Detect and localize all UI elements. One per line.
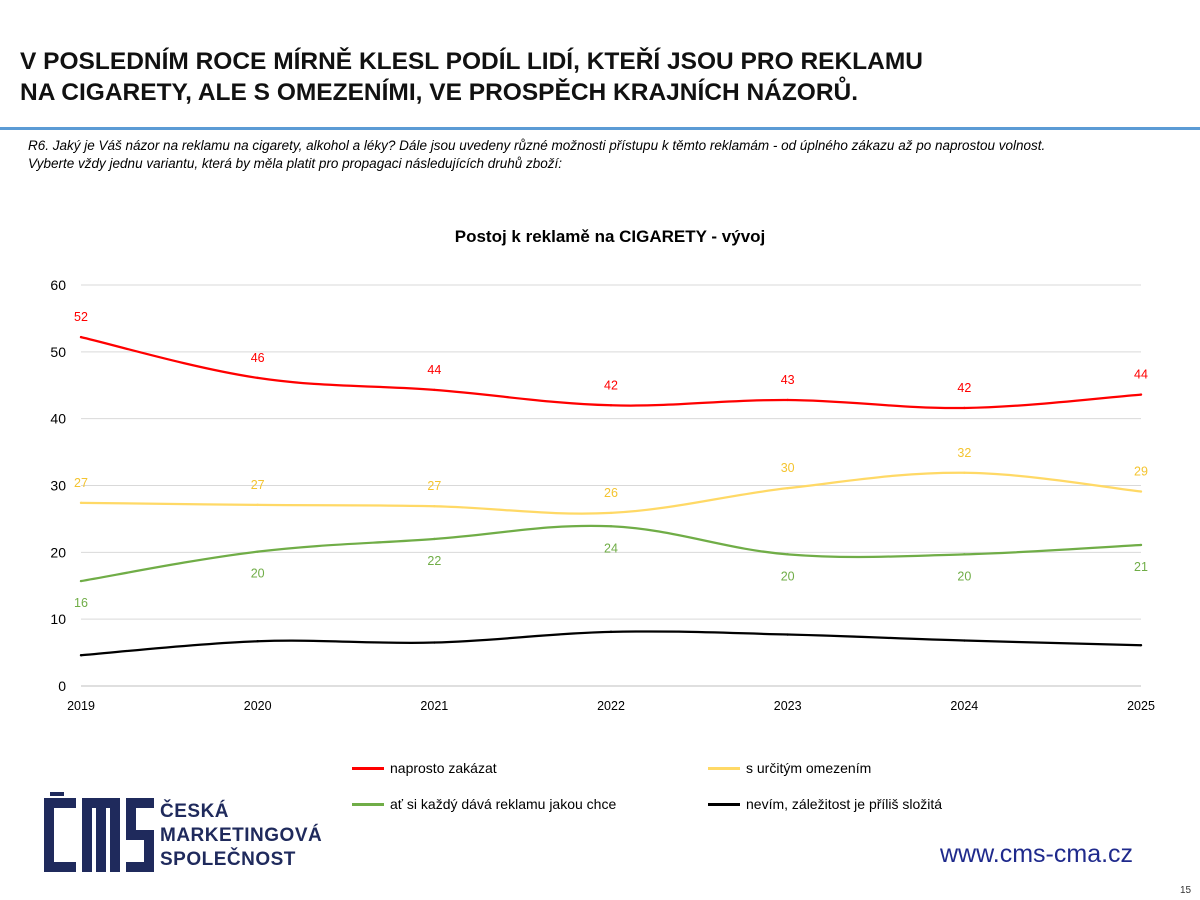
y-tick-label: 10 (50, 611, 66, 627)
data-label: 42 (957, 381, 971, 395)
legend-item-at-si-kazdy: ať si každý dává reklamu jakou chce (352, 796, 616, 812)
x-tick-label: 2025 (1127, 699, 1155, 713)
data-label: 32 (957, 446, 971, 460)
data-point (1139, 543, 1143, 547)
legend-swatch (352, 766, 384, 770)
data-label: 43 (781, 373, 795, 387)
legend-label: naprosto zakázat (390, 760, 497, 776)
headline-line-2: NA CIGARETY, ALE S OMEZENÍMI, VE PROSPĚC… (20, 79, 859, 106)
legend-label: nevím, záležitost je příliš složitá (746, 796, 943, 812)
data-point (609, 404, 613, 407)
data-point (609, 630, 613, 634)
y-axis: 0 10 20 30 40 50 60 (50, 277, 66, 694)
y-tick-label: 40 (50, 411, 66, 427)
data-point (1139, 644, 1143, 647)
data-point (433, 641, 436, 644)
data-label: 20 (251, 567, 265, 581)
question-line-2: Vyberte vždy jednu variantu, která by mě… (28, 156, 563, 171)
data-label: 16 (74, 596, 88, 610)
data-point (256, 550, 259, 553)
x-tick-label: 2024 (950, 699, 978, 713)
data-point (79, 501, 83, 505)
data-point (433, 505, 436, 508)
x-tick-label: 2022 (597, 699, 625, 713)
x-tick-label: 2021 (420, 699, 448, 713)
page-number: 15 (1180, 885, 1192, 896)
data-label: 52 (74, 310, 88, 324)
data-point (963, 639, 966, 642)
data-point (79, 579, 83, 583)
legend-swatch (708, 766, 740, 770)
x-tick-label: 2023 (774, 699, 802, 713)
data-label: 27 (427, 479, 441, 493)
data-point (256, 376, 259, 380)
legend-swatch (352, 802, 384, 806)
question-line-1: R6. Jaký je Váš názor na reklamu na ciga… (28, 138, 1046, 153)
x-axis: 2019 2020 2021 2022 2023 2024 2025 (67, 699, 1155, 713)
data-label: 27 (74, 476, 88, 490)
data-label: 21 (1134, 560, 1148, 574)
logo-text: ČESKÁ MARKETINGOVÁ SPOLEČNOST (160, 800, 322, 872)
chart-series (79, 335, 1143, 657)
data-point (256, 640, 259, 643)
data-label: 24 (604, 541, 618, 555)
data-point (1139, 490, 1143, 493)
question-text: R6. Jaký je Váš názor na reklamu na ciga… (28, 137, 1188, 173)
series-line-3 (80, 630, 1142, 657)
legend-item-naprosto-zakazat: naprosto zakázat (352, 760, 497, 776)
chart-title: Postoj k reklamě na CIGARETY - vývoj (455, 227, 766, 246)
data-point (963, 471, 966, 475)
data-label: 42 (604, 378, 618, 392)
data-label: 46 (251, 351, 265, 365)
data-point (786, 633, 789, 636)
y-tick-label: 20 (50, 544, 66, 560)
header-divider (0, 127, 1200, 130)
legend-item-s-urcitym-omezenim: s určitým omezením (708, 760, 871, 776)
data-label: 20 (957, 569, 971, 583)
legend-label: s určitým omezením (746, 760, 872, 776)
data-point (433, 388, 436, 392)
cms-logo (44, 792, 154, 872)
y-tick-label: 50 (50, 344, 66, 360)
headline-line-1: V POSLEDNÍM ROCE MÍRNĚ KLESL PODÍL LIDÍ,… (20, 48, 923, 75)
data-label: 30 (781, 461, 795, 475)
logo-line-1: ČESKÁ (160, 801, 230, 822)
data-point (433, 537, 436, 541)
data-point (609, 525, 613, 528)
data-label: 44 (427, 363, 441, 377)
data-label: 29 (1134, 465, 1148, 479)
data-label: 44 (1134, 368, 1148, 382)
y-tick-label: 0 (58, 678, 66, 694)
logo-line-2: MARKETINGOVÁ (160, 825, 323, 846)
x-tick-label: 2020 (244, 699, 272, 713)
data-point (963, 406, 966, 410)
legend-swatch (708, 802, 740, 806)
data-point (609, 511, 613, 515)
chart-legend: naprosto zakázat s určitým omezením ať s… (352, 760, 1052, 816)
slide-headline: V POSLEDNÍM ROCE MÍRNĚ KLESL PODÍL LIDÍ,… (20, 46, 1180, 108)
data-label: 27 (251, 478, 265, 492)
data-point (786, 486, 789, 490)
series-line-0 (80, 336, 1142, 410)
logo-line-3: SPOLEČNOST (160, 849, 296, 870)
data-label: 20 (781, 569, 795, 583)
data-point (256, 503, 259, 507)
data-point (79, 335, 83, 339)
x-tick-label: 2019 (67, 699, 95, 713)
website-link[interactable]: www.cms-cma.cz (940, 840, 1134, 868)
data-labels: 52 46 44 42 43 42 44 27 27 27 26 30 32 29 16 20 22 24 20 20… (74, 310, 1148, 610)
data-point (786, 553, 789, 556)
data-label: 26 (604, 486, 618, 500)
data-point (963, 553, 966, 556)
data-point (1139, 393, 1143, 396)
data-point (79, 654, 83, 657)
data-label: 22 (427, 554, 441, 568)
legend-item-nevim: nevím, záležitost je příliš složitá (708, 796, 942, 812)
data-point (786, 398, 789, 402)
y-tick-label: 30 (50, 478, 66, 494)
y-tick-label: 60 (50, 277, 66, 293)
legend-label: ať si každý dává reklamu jakou chce (390, 796, 617, 812)
